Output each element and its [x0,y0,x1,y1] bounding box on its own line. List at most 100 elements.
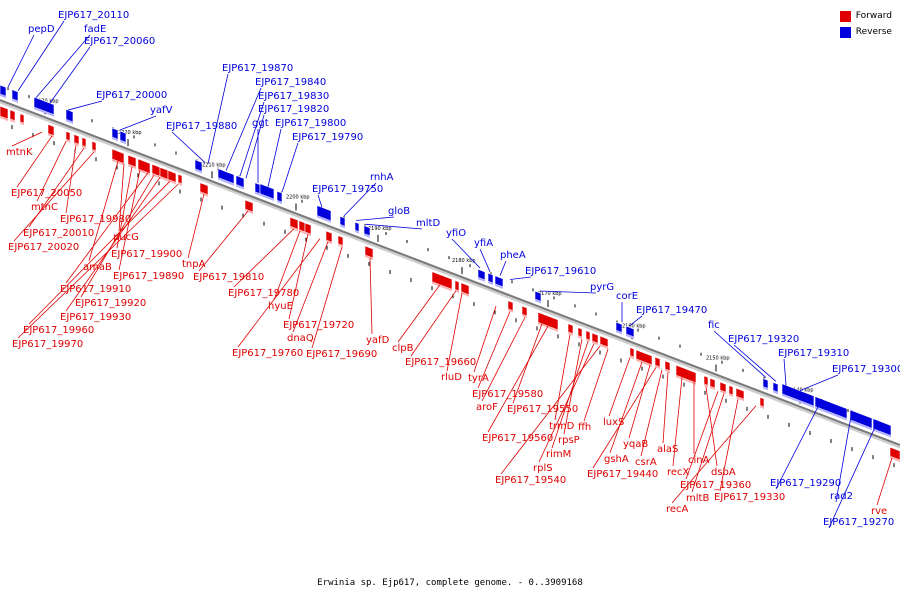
gene-label-alas: alaS [657,444,678,455]
forward-gene-shade [461,291,469,297]
forward-gene-shade [82,145,86,149]
gene-label-tyra: tyrA [468,373,489,384]
reverse-gene [625,325,635,338]
leader-yafd [369,257,373,335]
gene-label-rpsp: rpsP [558,435,580,446]
reverse-gene [65,108,74,123]
gene-label-csra: csrA [635,457,657,468]
leader-glob [355,216,395,221]
reverse-gene [354,221,360,233]
leader-ejp617-19720 [288,233,309,320]
kbp-tick-label: 2180 kbp [452,258,476,264]
gene-label-ejp617-19980: EJP617_19980 [60,214,131,225]
forward-gene-shade [586,338,590,343]
leader-rlud [446,293,463,372]
gene-label-ejp617-19880: EJP617_19880 [166,121,237,132]
leader-dnaq [292,241,329,333]
forward-gene [585,330,591,341]
forward-gene [9,109,16,122]
kbp-tick-label: 2150 kbp [706,355,730,361]
forward-gene-shade [760,405,764,409]
reverse-gene [772,381,779,393]
forward-gene [337,235,344,246]
leader-ejp617-19610 [509,276,532,280]
gene-label-ejp617-19910: EJP617_19910 [60,284,131,295]
gene-label-rlud: rluD [441,372,462,383]
reverse-gene-shade [616,330,622,335]
leader-ejp617-19920 [80,174,155,298]
gene-label-rve: rve [871,506,887,517]
leader-phea [499,260,507,276]
forward-gene [629,347,635,358]
leader-ejp617-19550 [512,323,543,404]
gene-label-clpb: clpB [392,343,414,354]
gene-label-fic: fic [708,320,720,331]
reverse-gene [814,395,848,420]
forward-gene [709,377,716,389]
forward-gene-shade [890,456,900,462]
label-leaders [7,20,893,529]
forward-gene-shade [168,179,176,185]
gene-label-ejp617-19540: EJP617_19540 [495,475,566,486]
leader-yafv [119,115,157,131]
gene-label-ejp617-19550: EJP617_19550 [507,404,578,415]
leader-ejp617-20050 [16,135,53,188]
leader-yqab [628,365,651,439]
reverse-gene-shade [236,184,244,190]
leader-rnha [343,182,377,217]
forward-gene [177,173,183,185]
forward-gene [364,245,374,259]
forward-gene-shade [630,355,634,360]
gene-label-ejp617-19320: EJP617_19320 [728,334,799,345]
gene-label-yqab: yqaB [623,439,648,450]
reverse-gene [194,159,203,172]
forward-gene [635,349,653,366]
gene-label-phea: pheA [500,250,526,261]
leader-ejp617-19890 [118,169,141,271]
gene-label-rnha: rnhA [370,172,394,183]
gene-label-amab: amaB [83,262,112,273]
gene-label-ejp617-19800: EJP617_19800 [275,118,346,129]
gene-label-ejp617-20010: EJP617_20010 [23,228,94,239]
gene-label-ejp617-20060: EJP617_20060 [84,36,155,47]
gene-label-arof: aroF [476,402,498,413]
forward-gene-shade [326,239,332,245]
leader-ejp617-20020 [13,151,95,242]
forward-gene-shade [20,121,24,126]
kbp-tick-label: 2230 kbp [35,98,59,104]
gene-label-gsha: gshA [604,454,629,465]
kbp-tick-label: 2190 kbp [368,226,392,232]
forward-gene-shade [160,176,168,182]
reverse-gene-shade [535,299,541,304]
reverse-gene-shade [478,277,485,282]
reverse-gene-shade [873,428,891,438]
leader-fade [35,34,91,99]
forward-gene [127,154,137,168]
gene-label-ggt: ggt [252,118,269,129]
leader-ejp617-19980 [65,145,77,214]
leader-ejp617-19910 [65,172,149,284]
reverse-gene-shade [260,193,274,202]
forward-gene-shade [10,118,15,123]
leader-reca [671,405,757,504]
forward-gene-shade [245,208,253,214]
leader-ejp617-19830 [239,101,265,177]
gene-label-ejp617-19330: EJP617_19330 [714,492,785,503]
gene-label-ejp617-20020: EJP617_20020 [8,242,79,253]
reverse-gene [781,383,815,407]
gene-label-ejp617-19830: EJP617_19830 [258,91,329,102]
forward-gene-shade [665,368,670,373]
reverse-gene-shade [12,98,18,103]
reverse-gene-shade [626,333,634,340]
reverse-gene-shade [120,140,126,145]
forward-gene-shade [568,331,573,336]
gene-label-ffh: ffh [578,422,591,433]
leader-trmd [554,334,571,421]
leader-ejp617-20110 [17,20,65,92]
forward-gene-shade [676,375,696,385]
forward-gene-shade [455,289,459,293]
reverse-gene-shade [763,386,768,391]
gene-label-cina: cinA [688,455,710,466]
leader-alas [662,372,669,444]
